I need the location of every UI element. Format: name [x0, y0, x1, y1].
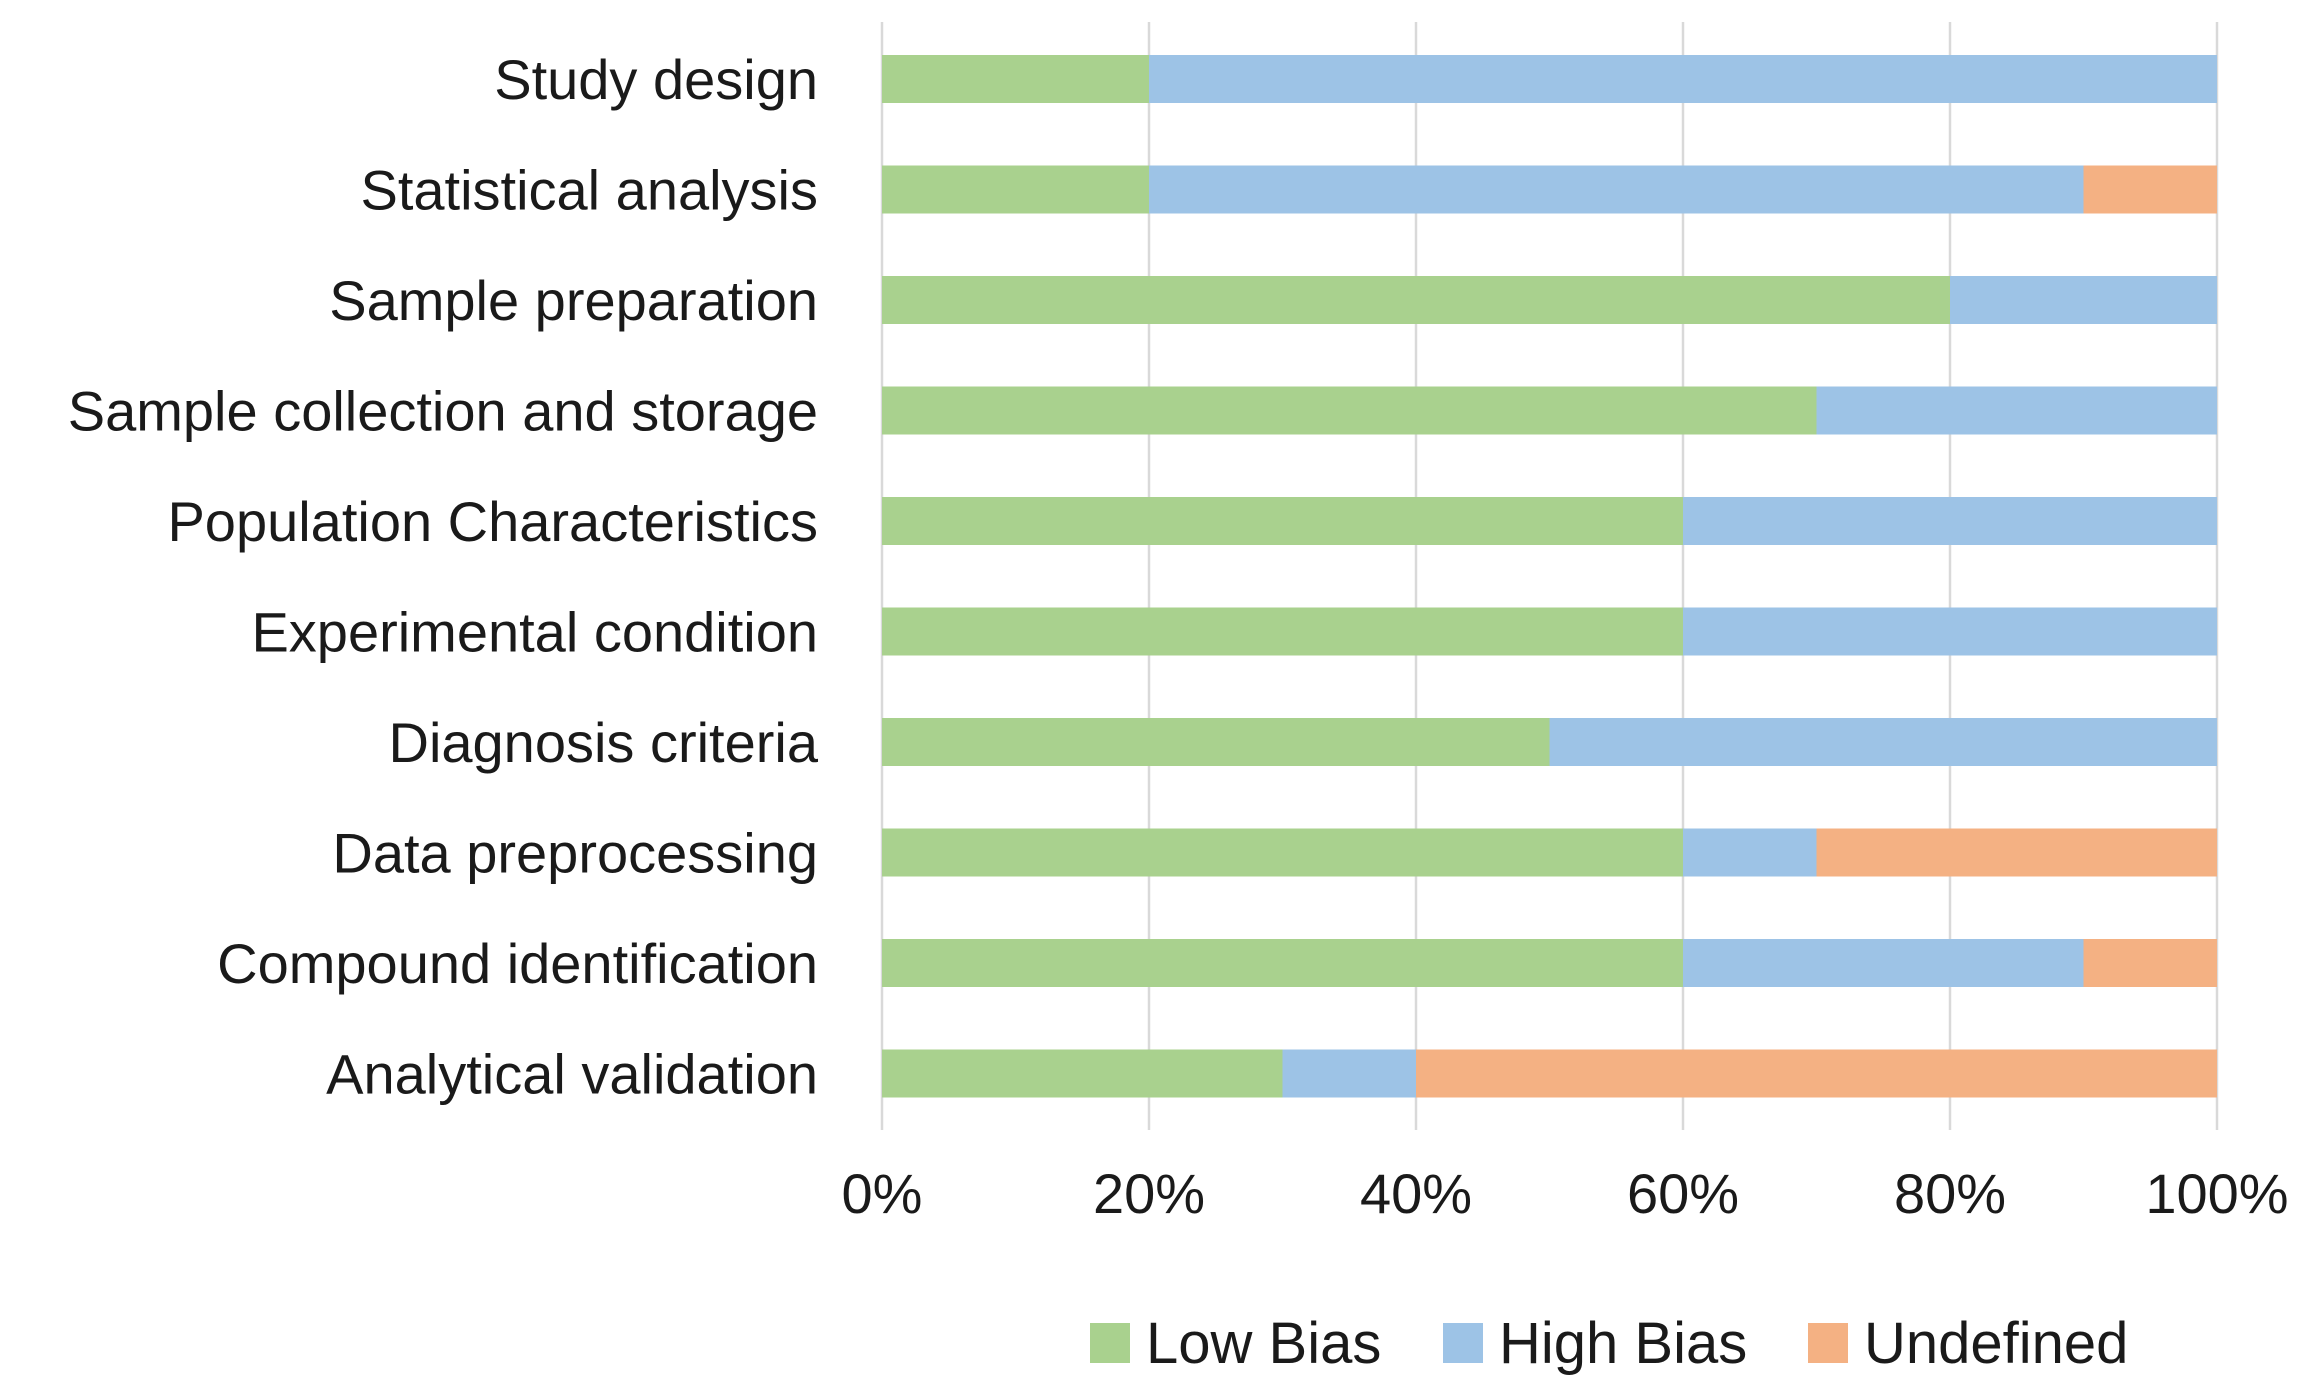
- category-label: Statistical analysis: [360, 159, 818, 222]
- category-label: Diagnosis criteria: [389, 711, 819, 774]
- x-tick-label: 60%: [1627, 1162, 1739, 1225]
- bar-segment-low-bias-4: [882, 497, 1683, 545]
- bar-segment-high-bias-3: [1816, 386, 2217, 435]
- category-label: Compound identification: [217, 932, 818, 995]
- category-label: Study design: [494, 48, 818, 111]
- bar-segment-undefined-9: [1416, 1049, 2217, 1098]
- legend-swatch-high-bias: [1443, 1323, 1483, 1363]
- category-label: Analytical validation: [326, 1043, 818, 1106]
- bar-segment-high-bias-1: [1149, 165, 2084, 214]
- bar-segment-high-bias-2: [1950, 276, 2217, 324]
- bar-segment-low-bias-5: [882, 607, 1683, 656]
- bar-segment-low-bias-9: [882, 1049, 1283, 1098]
- bar-segment-undefined-8: [2083, 939, 2217, 987]
- category-label: Sample preparation: [329, 269, 818, 332]
- bar-segment-high-bias-6: [1549, 718, 2217, 766]
- bar-segment-low-bias-1: [882, 165, 1149, 214]
- x-tick-label: 100%: [2145, 1162, 2288, 1225]
- bar-segment-low-bias-3: [882, 386, 1817, 435]
- category-label: Sample collection and storage: [68, 380, 818, 443]
- legend-swatch-undefined: [1808, 1323, 1848, 1363]
- x-axis-tick-layer: 0% 20% 40% 60% 80% 100%: [842, 1162, 2289, 1225]
- bar-segment-high-bias-7: [1683, 828, 1817, 877]
- bar-segment-undefined-7: [1816, 828, 2217, 877]
- bar-segment-high-bias-5: [1683, 607, 2217, 656]
- legend-label-high-bias: High Bias: [1499, 1311, 1747, 1376]
- bar-segment-high-bias-0: [1149, 55, 2217, 103]
- category-label: Experimental condition: [251, 601, 818, 664]
- x-tick-label: 40%: [1360, 1162, 1472, 1225]
- bar-segment-low-bias-0: [882, 55, 1149, 103]
- legend: Low Bias High Bias Undefined: [1090, 1311, 2128, 1376]
- bar-layer: [882, 55, 2217, 1098]
- legend-label-low-bias: Low Bias: [1146, 1311, 1381, 1376]
- category-label-layer: Study design Statistical analysis Sample p…: [68, 48, 819, 1106]
- bar-segment-low-bias-7: [882, 828, 1683, 877]
- category-label: Data preprocessing: [332, 822, 818, 885]
- x-tick-label: 80%: [1894, 1162, 2006, 1225]
- bar-segment-high-bias-8: [1683, 939, 2084, 987]
- bar-segment-high-bias-4: [1683, 497, 2217, 545]
- x-tick-label: 0%: [842, 1162, 923, 1225]
- legend-label-undefined: Undefined: [1864, 1311, 2128, 1376]
- bar-segment-low-bias-6: [882, 718, 1550, 766]
- bar-segment-low-bias-2: [882, 276, 1950, 324]
- bar-segment-high-bias-9: [1282, 1049, 1416, 1098]
- bar-segment-low-bias-8: [882, 939, 1683, 987]
- category-label: Population Characteristics: [167, 490, 818, 553]
- bar-segment-undefined-1: [2083, 165, 2217, 214]
- legend-swatch-low-bias: [1090, 1323, 1130, 1363]
- x-tick-label: 20%: [1093, 1162, 1205, 1225]
